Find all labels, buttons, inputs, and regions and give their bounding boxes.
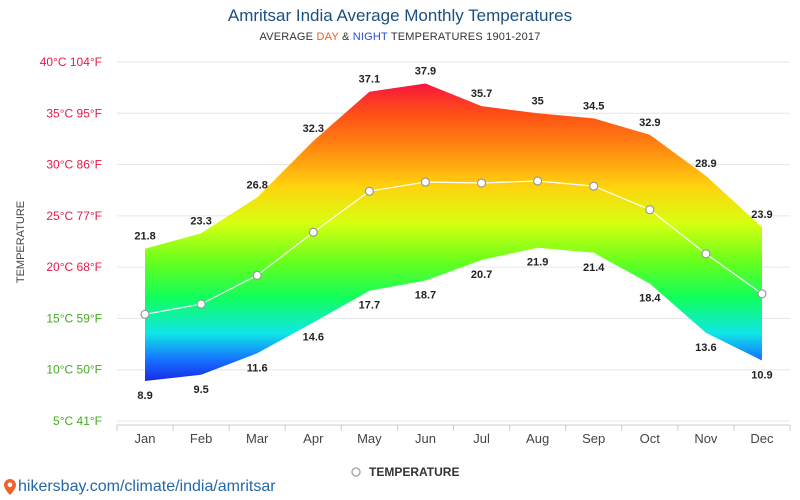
day-value-label: 23.9 xyxy=(751,209,772,221)
location-pin-icon xyxy=(4,479,16,495)
x-tick-label: May xyxy=(357,431,382,446)
y-tick-label: 35°C 95°F xyxy=(46,106,102,120)
night-value-label: 9.5 xyxy=(193,384,208,396)
average-point xyxy=(140,309,150,319)
x-tick-label: Nov xyxy=(694,431,718,446)
night-value-label: 21.4 xyxy=(583,262,605,274)
night-value-label: 8.9 xyxy=(137,390,152,402)
average-point xyxy=(196,299,206,309)
night-value-label: 11.6 xyxy=(247,362,268,374)
average-series xyxy=(140,176,767,319)
average-point xyxy=(533,176,543,186)
average-point xyxy=(252,270,262,280)
x-tick-label: Dec xyxy=(750,431,774,446)
average-point xyxy=(308,227,318,237)
average-point xyxy=(364,186,374,196)
title-block: Amritsar India Average Monthly Temperatu… xyxy=(0,6,800,43)
night-value-label: 18.7 xyxy=(415,289,436,301)
data-labels: 21.8 23.3 26.8 32.3 37.1 37.9 35.7 35 34.5 32.9 28… xyxy=(134,66,772,402)
day-value-label: 35.7 xyxy=(471,88,492,100)
y-tick-label: 25°C 77°F xyxy=(46,209,102,223)
subtitle-night-word: NIGHT xyxy=(352,31,388,43)
x-tick-label: Oct xyxy=(640,431,661,446)
average-line xyxy=(144,180,763,315)
night-value-label: 14.6 xyxy=(303,332,324,344)
night-value-label: 17.7 xyxy=(359,300,380,312)
day-value-label: 35 xyxy=(532,95,544,107)
average-point xyxy=(420,177,431,187)
day-value-label: 32.9 xyxy=(639,117,660,129)
legend-marker xyxy=(351,467,361,477)
day-night-range-band xyxy=(145,83,762,381)
y-tick-label: 15°C 59°F xyxy=(46,311,102,325)
y-tick-labels: 40°C 104°F 35°C 95°F 30°C 86°F 25°C 77°F 20°… xyxy=(40,55,102,428)
y-axis-label: TEMPERATURE xyxy=(15,201,27,283)
x-tick-label: Aug xyxy=(526,431,549,446)
x-tick-label: Jan xyxy=(135,431,156,446)
legend-label: TEMPERATURE xyxy=(369,465,459,479)
subtitle-prefix: AVERAGE xyxy=(259,31,317,43)
average-point xyxy=(757,289,767,299)
night-value-label: 13.6 xyxy=(695,342,716,354)
day-value-label: 37.1 xyxy=(359,74,380,86)
x-tick-label: Sep xyxy=(582,431,605,446)
y-tick-label: 30°C 86°F xyxy=(46,158,102,172)
night-value-label: 18.4 xyxy=(639,293,661,305)
night-value-label: 21.9 xyxy=(527,257,548,269)
chart-title: Amritsar India Average Monthly Temperatu… xyxy=(227,6,573,25)
x-tick-label: Feb xyxy=(190,431,212,446)
day-value-label: 32.3 xyxy=(303,123,324,135)
day-value-label: 23.3 xyxy=(190,215,211,227)
subtitle-suffix: TEMPERATURES 1901-2017 xyxy=(387,31,541,43)
x-tick-label: Jul xyxy=(473,431,490,446)
subtitle-day-word: DAY xyxy=(316,31,339,43)
night-value-label: 10.9 xyxy=(751,369,772,381)
x-tick-label: Apr xyxy=(303,431,324,446)
y-tick-label: 40°C 104°F xyxy=(40,55,102,69)
day-value-label: 21.8 xyxy=(134,231,155,243)
average-point xyxy=(701,249,711,259)
day-value-label: 26.8 xyxy=(246,179,267,191)
average-point xyxy=(645,205,655,215)
y-tick-label: 5°C 41°F xyxy=(53,414,102,428)
night-value-label: 20.7 xyxy=(471,269,492,281)
day-value-label: 34.5 xyxy=(583,100,604,112)
source-link-text: hikersbay.com/climate/india/amritsar xyxy=(18,478,276,495)
average-point xyxy=(589,181,599,191)
x-tick-label: Mar xyxy=(246,431,269,446)
y-tick-label: 20°C 68°F xyxy=(46,260,102,274)
subtitle-amp: & xyxy=(338,31,353,43)
legend[interactable]: TEMPERATURE xyxy=(351,465,459,479)
y-tick-label: 10°C 50°F xyxy=(46,363,102,377)
source-link[interactable]: hikersbay.com/climate/india/amritsar xyxy=(4,478,276,496)
chart-subtitle: AVERAGE DAY & NIGHT TEMPERATURES 1901-20… xyxy=(0,31,800,43)
day-value-label: 28.9 xyxy=(695,158,716,170)
average-point xyxy=(476,178,487,188)
x-tick-label: Jun xyxy=(415,431,436,446)
day-value-label: 37.9 xyxy=(415,66,436,78)
temperature-range-area xyxy=(145,83,762,381)
x-tick-labels: Jan Feb Mar Apr May Jun Jul Aug Sep Oct Nov Dec xyxy=(135,431,774,446)
